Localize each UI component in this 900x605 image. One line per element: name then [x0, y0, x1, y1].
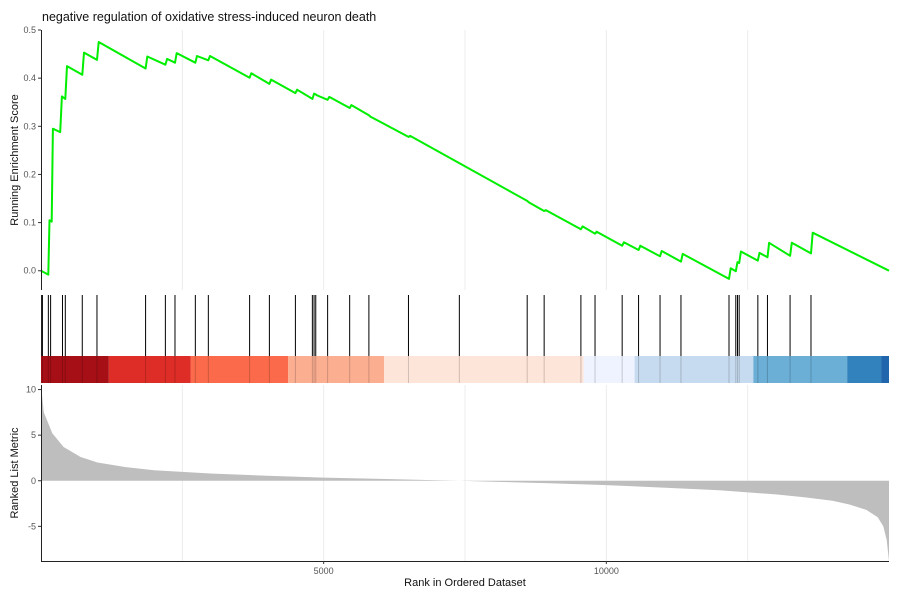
metric-y-axis-title: Ranked List Metric — [9, 427, 21, 519]
x-tick-label: 5000 — [314, 566, 334, 576]
y-tick-label: 0.1 — [23, 218, 36, 228]
metric-y-ticks: 10 5 0 -5 — [26, 385, 41, 531]
ranked-heat-bar — [41, 356, 889, 383]
heat-bar-segment — [634, 356, 754, 383]
metric-gridlines — [181, 385, 749, 561]
y-tick-label: 0.0 — [23, 266, 36, 276]
heat-bar-segment — [190, 356, 289, 383]
heat-bar-segment — [384, 356, 584, 383]
enrichment-y-axis-title: Running Enrichment Score — [9, 94, 21, 225]
enrichment-gridlines — [181, 30, 749, 290]
heat-bar-segment — [108, 356, 191, 383]
heat-bar-segment — [881, 356, 889, 383]
x-axis-ticks: 5000 10000 — [314, 561, 619, 576]
running-enrichment-score-line — [40, 41, 890, 280]
chart-title: negative regulation of oxidative stress-… — [42, 10, 376, 24]
y-tick-label: 0.2 — [23, 169, 36, 179]
y-tick-label: 0.4 — [23, 73, 36, 83]
y-tick-label: 0 — [31, 476, 36, 486]
gene-hit-lines — [41, 295, 812, 356]
heat-bar-segment — [288, 356, 385, 383]
gene-hits-panel — [41, 295, 812, 356]
y-tick-label: 0.5 — [23, 25, 36, 35]
heat-bar-segment — [847, 356, 882, 383]
enrichment-y-ticks: 0.0 0.1 0.2 0.3 0.4 0.5 — [23, 25, 41, 276]
heat-bar-segment — [41, 356, 109, 383]
y-tick-label: 0.3 — [23, 121, 36, 131]
ranked-metric-panel: 10 5 0 -5 5000 10000 — [26, 385, 889, 576]
enrichment-panel: 0.0 0.1 0.2 0.3 0.4 0.5 — [23, 25, 890, 290]
x-axis-title: Rank in Ordered Dataset — [404, 577, 526, 589]
y-tick-label: -5 — [28, 521, 36, 531]
x-tick-label: 10000 — [594, 566, 619, 576]
y-tick-label: 5 — [31, 430, 36, 440]
y-tick-label: 10 — [26, 385, 36, 395]
heat-bar-segment — [583, 356, 635, 383]
heat-bar-segment — [753, 356, 848, 383]
